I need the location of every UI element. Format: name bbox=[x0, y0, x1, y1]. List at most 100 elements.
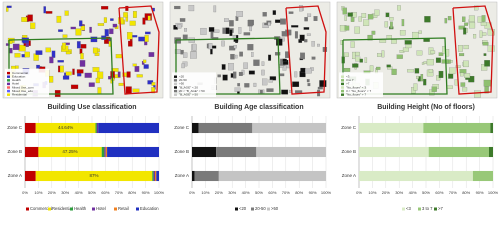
building bbox=[142, 59, 147, 63]
building bbox=[239, 51, 243, 57]
x-tick-label: 70% bbox=[115, 190, 123, 195]
building bbox=[361, 13, 367, 18]
building bbox=[230, 53, 235, 60]
bar-segment bbox=[194, 170, 219, 182]
map-legend-label: Commercial bbox=[12, 71, 28, 75]
building bbox=[247, 20, 253, 27]
x-tick-label: 10% bbox=[201, 190, 209, 195]
bar-segment bbox=[25, 170, 36, 182]
bar-segment bbox=[105, 146, 108, 158]
building bbox=[294, 31, 298, 39]
building bbox=[80, 44, 87, 49]
building bbox=[253, 59, 260, 66]
building bbox=[180, 49, 184, 55]
bar-segment bbox=[192, 122, 199, 134]
building bbox=[462, 16, 466, 22]
building bbox=[405, 44, 412, 49]
map-legend-swatch bbox=[174, 75, 177, 78]
bar-segment bbox=[359, 170, 473, 182]
map-legend-swatch bbox=[7, 71, 10, 75]
building bbox=[347, 12, 353, 17]
building bbox=[275, 19, 281, 23]
building bbox=[22, 37, 29, 44]
building bbox=[217, 74, 221, 78]
building bbox=[59, 65, 64, 73]
building bbox=[110, 18, 114, 21]
building bbox=[303, 27, 310, 30]
x-tick-label: 100% bbox=[321, 190, 332, 195]
building bbox=[364, 57, 368, 63]
building bbox=[399, 30, 406, 36]
building bbox=[407, 69, 415, 73]
bar-segment bbox=[218, 170, 326, 182]
map-legend-label: 20-50 bbox=[179, 78, 187, 82]
building bbox=[89, 26, 92, 33]
building bbox=[417, 76, 421, 82]
building bbox=[247, 44, 254, 51]
building bbox=[300, 52, 305, 60]
x-tick-label: 40% bbox=[409, 190, 417, 195]
zone-outline bbox=[285, 5, 327, 95]
building bbox=[305, 68, 312, 74]
legend-label: Hotel bbox=[96, 206, 106, 211]
x-tick-label: 90% bbox=[476, 190, 484, 195]
building bbox=[374, 9, 380, 16]
x-tick-label: 40% bbox=[75, 190, 83, 195]
building bbox=[248, 70, 255, 75]
building bbox=[306, 33, 311, 36]
building bbox=[462, 87, 468, 92]
building bbox=[416, 75, 419, 79]
building bbox=[43, 6, 46, 14]
building bbox=[448, 73, 454, 79]
building bbox=[455, 65, 461, 68]
building bbox=[134, 66, 140, 72]
bar-segment bbox=[154, 170, 157, 182]
building bbox=[272, 10, 277, 15]
map-legend-swatch bbox=[7, 75, 10, 78]
map-legend-label: Health bbox=[12, 78, 21, 82]
building bbox=[268, 54, 272, 61]
building bbox=[444, 18, 448, 24]
building bbox=[299, 34, 305, 41]
building bbox=[460, 72, 464, 77]
building bbox=[222, 74, 228, 81]
building bbox=[397, 5, 401, 11]
map-legend-swatch bbox=[174, 79, 177, 82]
building bbox=[234, 87, 241, 92]
building bbox=[281, 31, 289, 37]
building bbox=[243, 32, 251, 36]
x-tick-label: 60% bbox=[435, 190, 443, 195]
x-tick-label: 90% bbox=[142, 190, 150, 195]
building bbox=[428, 69, 433, 73]
building bbox=[299, 5, 303, 12]
map-legend-label: Hotel bbox=[12, 82, 19, 86]
x-tick-label: 20% bbox=[48, 190, 56, 195]
building bbox=[125, 86, 132, 94]
building bbox=[438, 52, 444, 56]
building bbox=[49, 56, 54, 64]
building bbox=[221, 64, 226, 70]
building bbox=[136, 74, 143, 78]
building bbox=[390, 21, 393, 29]
map-legend-label: Mixed Use_com bbox=[12, 85, 34, 89]
x-tick-label: 10% bbox=[368, 190, 376, 195]
map-legend-label: <20 bbox=[179, 74, 184, 78]
building bbox=[118, 17, 124, 25]
building bbox=[90, 36, 98, 43]
building bbox=[300, 67, 306, 73]
building bbox=[261, 69, 265, 76]
building bbox=[238, 27, 242, 34]
bar-segment bbox=[192, 146, 217, 158]
building bbox=[181, 63, 185, 69]
x-tick-label: 10% bbox=[34, 190, 42, 195]
building bbox=[311, 41, 315, 47]
building bbox=[483, 79, 491, 87]
building bbox=[261, 61, 265, 66]
bar-segment bbox=[198, 122, 253, 134]
map-legend-label: >7 bbox=[346, 82, 350, 86]
building bbox=[313, 16, 318, 21]
bar-segment bbox=[423, 122, 491, 134]
building bbox=[307, 83, 311, 87]
building bbox=[354, 26, 360, 34]
building bbox=[117, 71, 121, 78]
